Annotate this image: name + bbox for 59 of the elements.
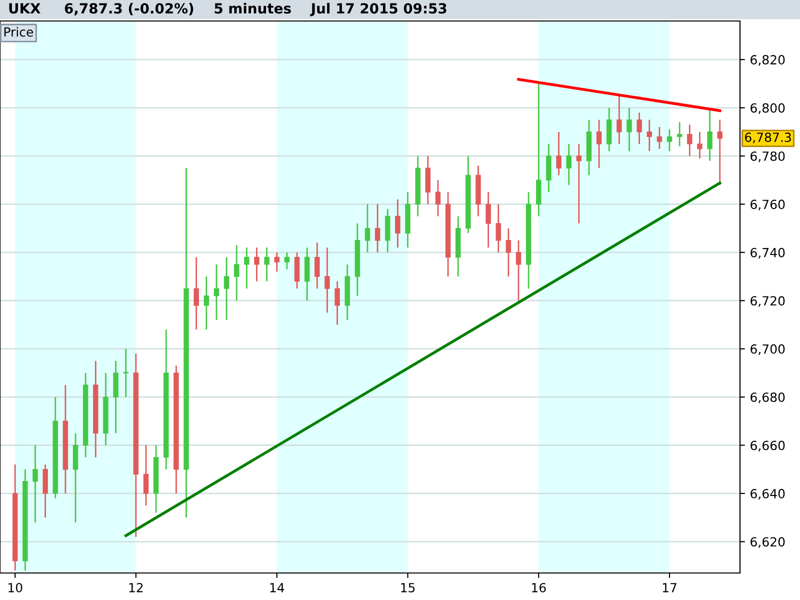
x-tick-label: 17 — [662, 583, 676, 592]
y-tick-label: 6,620 — [750, 537, 785, 548]
candlestick — [697, 131, 702, 160]
candlestick — [194, 256, 199, 330]
candlestick — [666, 128, 672, 152]
candlestick — [556, 131, 562, 176]
candlestick — [496, 204, 501, 254]
candlestick — [334, 280, 340, 326]
candlestick — [143, 444, 149, 506]
candlestick — [284, 252, 290, 270]
y-tick-label: 6,660 — [750, 440, 785, 452]
candlestick — [224, 256, 230, 321]
x-tick-label: 10 — [8, 582, 22, 592]
candlestick — [364, 204, 370, 254]
y-tick-label: 6,800 — [750, 103, 785, 114]
x-tick-label: 14 — [270, 583, 284, 592]
x-tick-label: 15 — [401, 583, 415, 592]
y-tick-label: 6,700 — [750, 344, 785, 356]
candlestick — [244, 246, 250, 290]
candlestick — [516, 240, 522, 302]
candlestick — [395, 198, 400, 248]
candlestick — [626, 107, 632, 152]
y-tick-label: 6,780 — [750, 151, 785, 162]
chart-title: UKX — [9, 3, 40, 14]
y-tick-label: 6,640 — [750, 488, 785, 500]
annotation: Price — [4, 27, 34, 37]
candlestick — [274, 252, 280, 272]
candlestick — [234, 244, 240, 302]
x-tick-label: 16 — [532, 582, 546, 592]
candlestick — [646, 119, 652, 152]
candlestick — [314, 242, 320, 290]
candlestick — [616, 95, 622, 145]
candlestick — [656, 126, 662, 150]
y-tick-label: 6,760 — [750, 200, 785, 210]
chart-subtitle: 6,787.3 (-0.02%) 5 minutes Jul 17 2015 09:53 — [64, 2, 446, 16]
candlestick — [324, 246, 330, 314]
candlestick — [636, 112, 642, 145]
candlestick — [123, 348, 128, 398]
candlestick — [254, 246, 260, 282]
y-tick-label: 6,820 — [750, 55, 785, 66]
candlestick — [486, 191, 491, 248]
candlestick — [204, 276, 210, 330]
text: 6,787.3 — [745, 132, 791, 144]
candlestick — [435, 179, 441, 217]
x-tick-label: 12 — [129, 582, 143, 592]
candlestick — [506, 228, 512, 278]
candlestick — [32, 444, 38, 524]
y-tick-label: 6,740 — [750, 248, 785, 259]
candlestick — [214, 264, 220, 321]
y-tick-label: 6,720 — [750, 296, 785, 307]
y-tick-label: 6,680 — [750, 392, 785, 404]
candlestick — [676, 122, 682, 148]
candlestick — [576, 143, 582, 224]
candlestick — [717, 119, 722, 186]
candlestick — [374, 204, 380, 254]
candlestick — [687, 124, 692, 157]
candlestick — [264, 246, 270, 282]
candlestick — [566, 143, 572, 186]
candlestick — [596, 119, 602, 169]
